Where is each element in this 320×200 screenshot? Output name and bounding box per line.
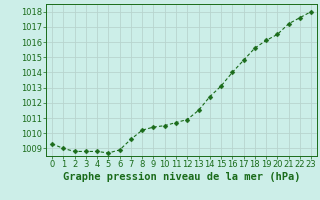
X-axis label: Graphe pression niveau de la mer (hPa): Graphe pression niveau de la mer (hPa) bbox=[63, 172, 300, 182]
